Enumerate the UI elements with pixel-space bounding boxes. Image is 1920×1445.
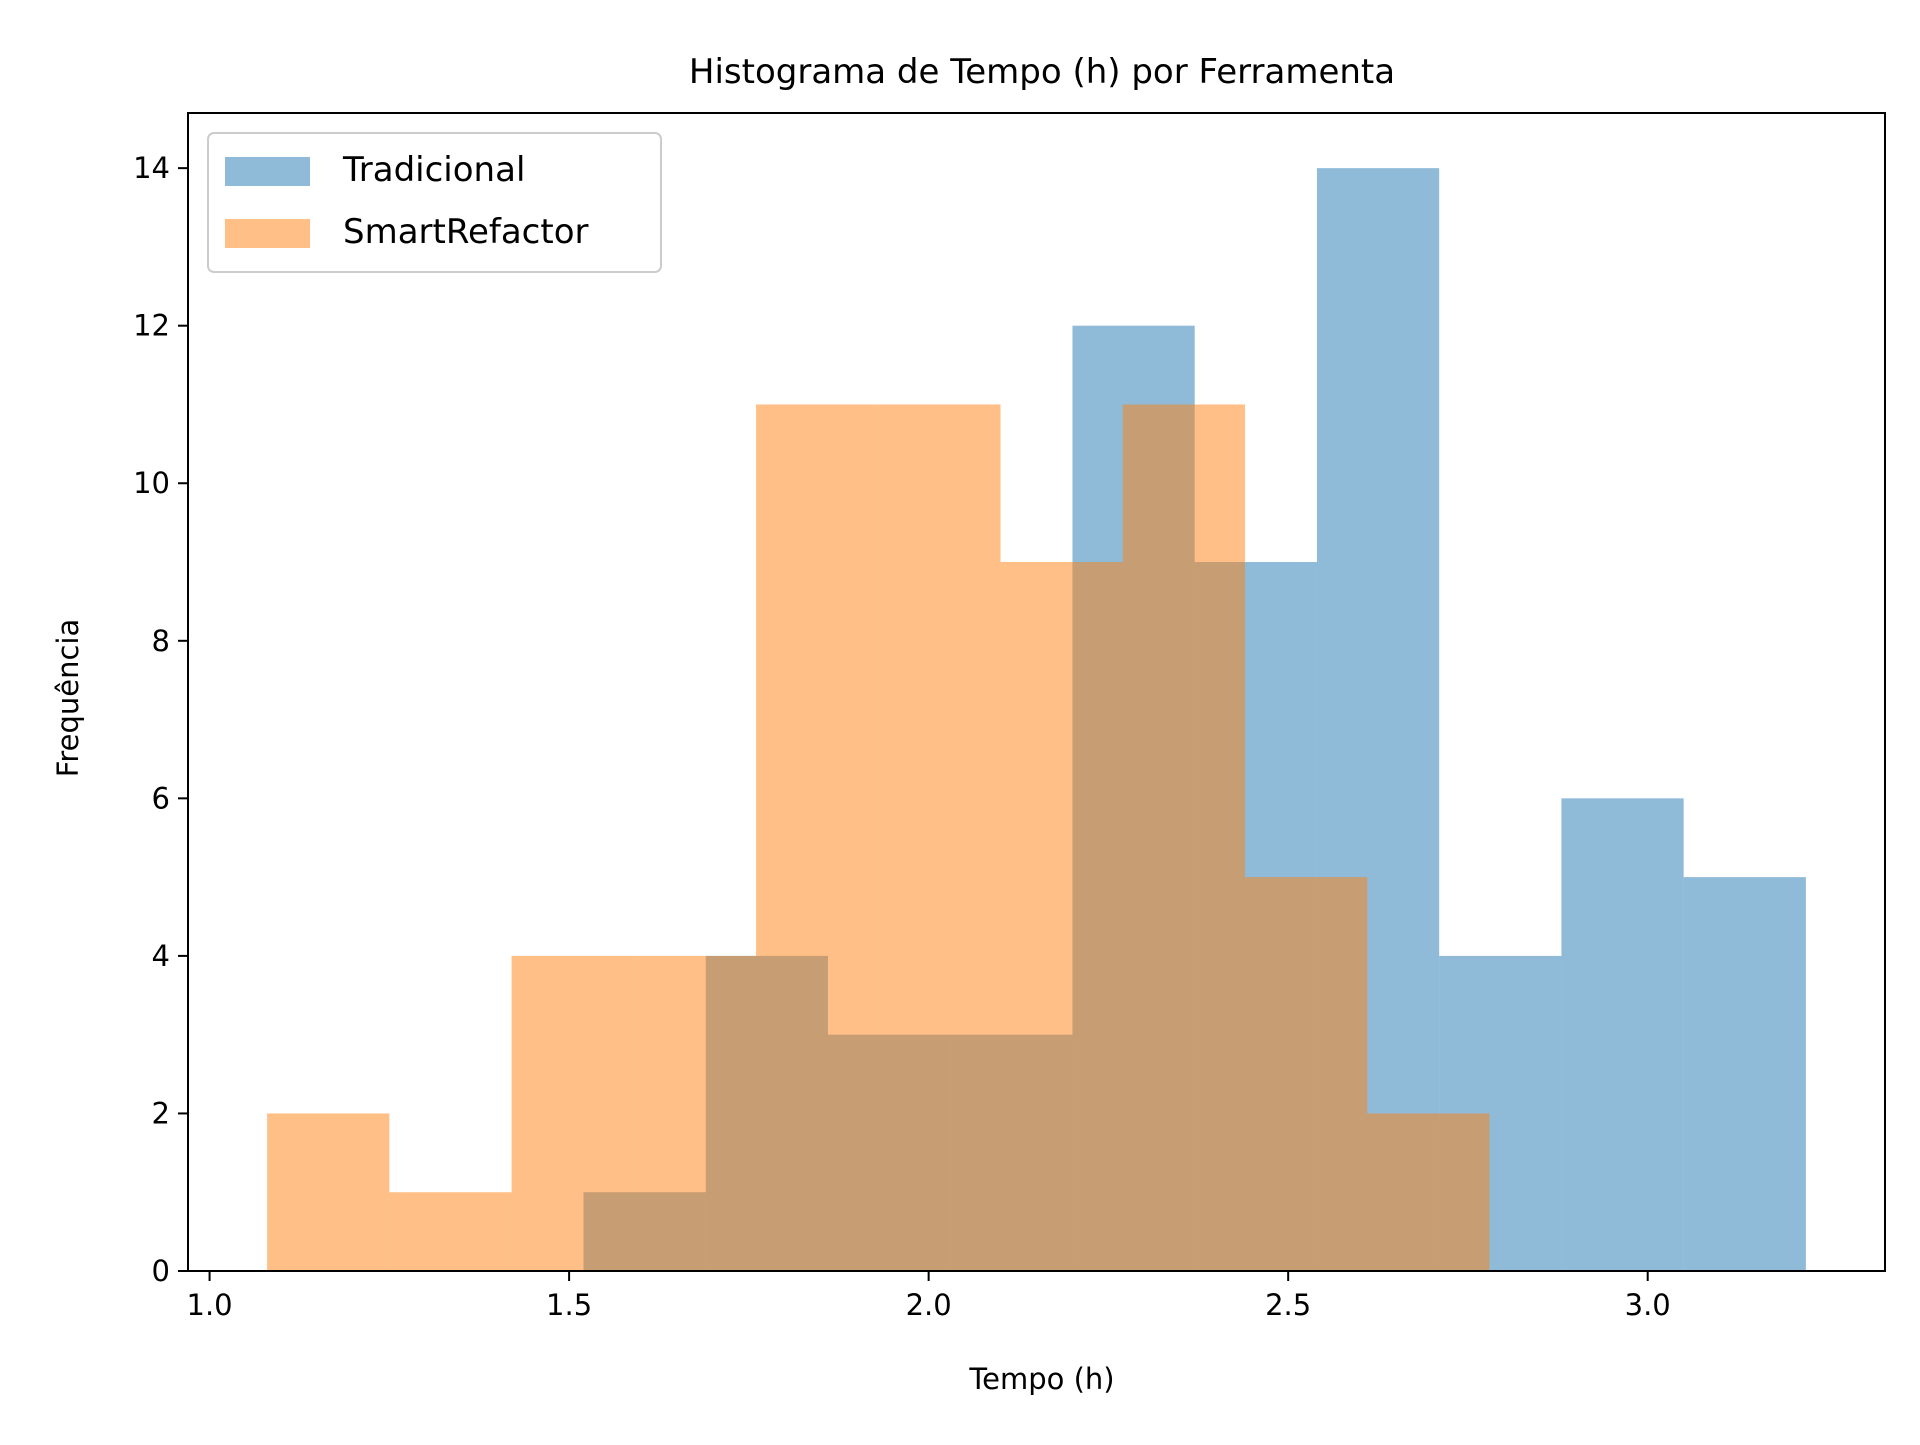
bar-smartrefactor-4	[756, 404, 879, 1272]
x-tick-label: 2.0	[906, 1288, 952, 1322]
axes-frame	[187, 112, 1886, 1272]
bar-smartrefactor-5	[878, 404, 1001, 1272]
legend-box	[207, 132, 662, 273]
x-tick-label: 1.5	[546, 1288, 592, 1322]
x-tick-label: 2.5	[1265, 1288, 1311, 1322]
bar-smartrefactor-6	[1000, 562, 1123, 1271]
y-tick-label: 8	[152, 624, 170, 658]
bar-smartrefactor-9	[1367, 1113, 1490, 1271]
bar-smartrefactor-7	[1122, 404, 1246, 1272]
legend-swatch-tradicional	[225, 157, 310, 186]
legend-label-tradicional: Tradicional	[342, 150, 525, 190]
bar-tradicional-8	[1561, 798, 1684, 1271]
y-axis-label: Frequência	[51, 619, 85, 777]
y-tick-label: 4	[152, 939, 170, 973]
x-tick-label: 3.0	[1625, 1288, 1671, 1322]
y-tick-label: 10	[133, 466, 170, 500]
chart-title: Histograma de Tempo (h) por Ferramenta	[689, 52, 1395, 92]
bar-tradicional-9	[1683, 877, 1806, 1271]
x-axis-label: Tempo (h)	[968, 1362, 1114, 1396]
y-axis: 0 2 4 6 8 10 12 14	[133, 151, 188, 1288]
x-axis: 1.0 1.5 2.0 2.5 3.0	[187, 1271, 1671, 1322]
y-tick-label: 12	[133, 309, 170, 343]
bar-smartrefactor-1	[389, 1192, 512, 1271]
y-tick-label: 2	[152, 1096, 170, 1130]
legend-swatch-smartrefactor	[225, 219, 310, 248]
bar-smartrefactor-3	[633, 955, 757, 1271]
bar-smartrefactor-2	[511, 955, 634, 1271]
y-tick-label: 14	[133, 151, 170, 185]
bar-smartrefactor-8	[1245, 877, 1368, 1271]
bar-smartrefactor-0	[267, 1113, 390, 1271]
bars-layer	[267, 168, 1806, 1272]
legend-label-smartrefactor: SmartRefactor	[343, 212, 588, 252]
y-tick-label: 0	[152, 1254, 170, 1288]
x-tick-label: 1.0	[187, 1288, 233, 1322]
legend: Tradicional SmartRefactor	[207, 132, 662, 273]
y-tick-label: 6	[152, 781, 170, 815]
